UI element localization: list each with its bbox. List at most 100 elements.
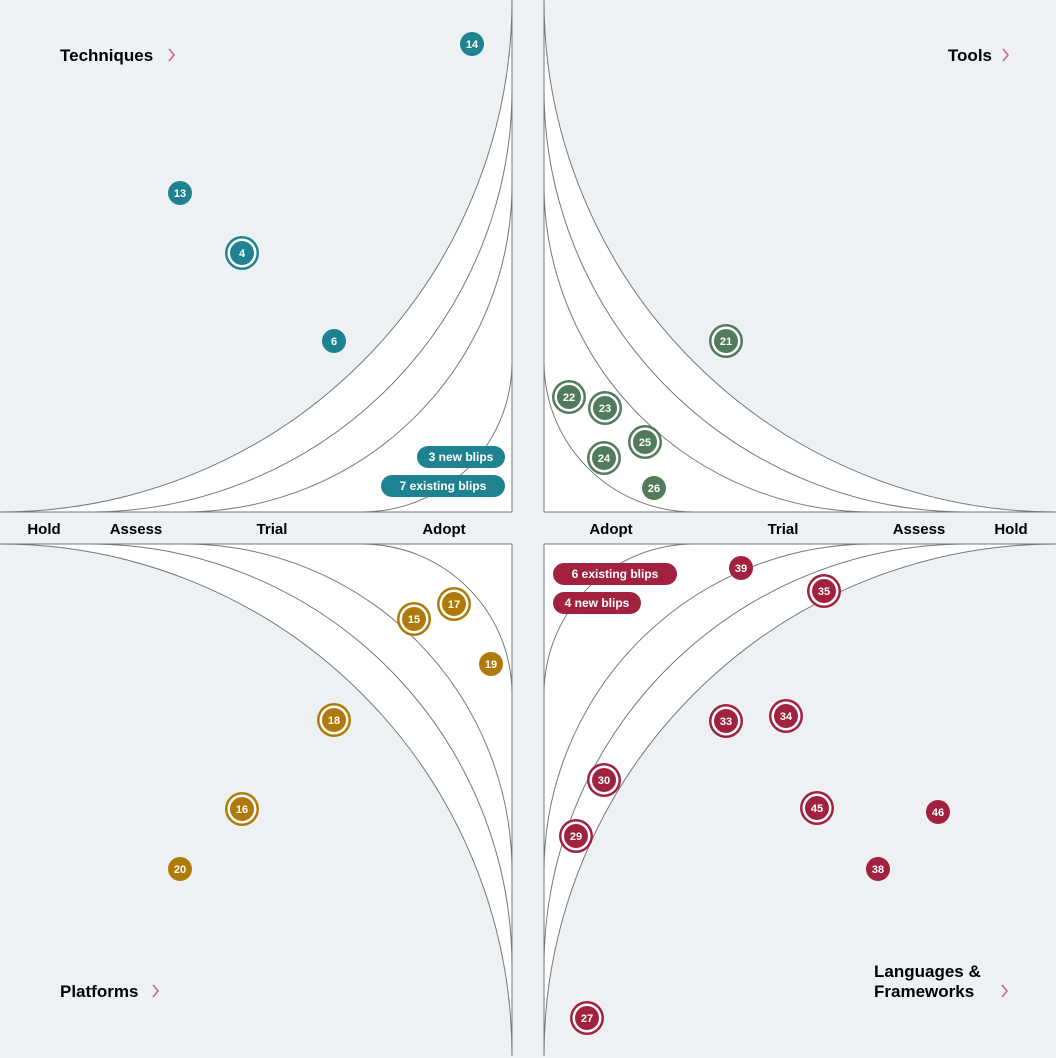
blip-21[interactable]: 21 — [709, 324, 743, 358]
ring-arc-adopt — [543, 543, 695, 695]
ring-arc-trial — [543, 183, 873, 513]
blip-number: 17 — [448, 599, 460, 611]
blip-number: 20 — [174, 864, 186, 876]
ring-label-assess: Assess — [893, 521, 946, 538]
pill-background — [553, 592, 641, 614]
quadrant-title-tools: Tools — [948, 46, 992, 65]
new-blips-filter-techniques[interactable]: 3 new blips — [417, 446, 505, 468]
quadrant-link-tools[interactable]: Tools — [948, 46, 1010, 65]
blip-34[interactable]: 34 — [769, 699, 803, 733]
blip-25[interactable]: 25 — [628, 425, 662, 459]
blip-17[interactable]: 17 — [437, 587, 471, 621]
blip-dot — [592, 446, 616, 470]
blip-dot — [564, 824, 588, 848]
blip-dot — [592, 768, 616, 792]
blip-29[interactable]: 29 — [559, 819, 593, 853]
blip-45[interactable]: 45 — [800, 791, 834, 825]
quadrant-link-techniques[interactable]: Techniques — [60, 46, 176, 65]
quadrant-title-platforms: Platforms — [60, 982, 138, 1001]
blip-dot — [633, 430, 657, 454]
blip-number: 39 — [735, 563, 747, 575]
blip-dot — [805, 796, 829, 820]
blip-23[interactable]: 23 — [588, 391, 622, 425]
existing-blips-filter-techniques[interactable]: 7 existing blips — [381, 475, 505, 497]
blip-dot — [593, 396, 617, 420]
quadrant-background — [0, 0, 512, 512]
ring-arc-adopt — [361, 361, 513, 513]
blip-dot — [714, 329, 738, 353]
blip-number: 38 — [872, 864, 884, 876]
blip-number: 34 — [780, 711, 793, 723]
blip-22[interactable]: 22 — [552, 380, 586, 414]
blip-15[interactable]: 15 — [397, 602, 431, 636]
ring-label-adopt: Adopt — [589, 521, 632, 538]
ring-arc-trial — [183, 543, 513, 873]
ring-label-assess: Assess — [110, 521, 163, 538]
quadrant-languages — [543, 543, 1056, 1057]
blip-number: 27 — [581, 1013, 593, 1025]
quadrant-platforms — [0, 543, 513, 1057]
chevron-right-icon — [168, 48, 176, 62]
blip-46[interactable]: 46 — [926, 800, 950, 824]
blip-number: 30 — [598, 775, 610, 787]
blip-number: 26 — [648, 483, 660, 495]
quadrant-background — [0, 544, 512, 1056]
blip-number: 21 — [720, 336, 732, 348]
quadrant-background — [544, 0, 1056, 512]
pill-background — [381, 475, 505, 497]
ring-label-trial: Trial — [257, 521, 288, 538]
quadrant-background — [544, 544, 1056, 1056]
blip-dot — [774, 704, 798, 728]
blip-dot — [642, 476, 666, 500]
blip-20[interactable]: 20 — [168, 857, 192, 881]
blip-16[interactable]: 16 — [225, 792, 259, 826]
blip-14[interactable]: 14 — [460, 32, 484, 56]
quadrant-link-languages[interactable]: Languages & Frameworks — [874, 962, 1009, 1001]
blip-19[interactable]: 19 — [479, 652, 503, 676]
pill-label: 6 existing blips — [572, 567, 659, 581]
blip-6[interactable]: 6 — [322, 329, 346, 353]
quadrant-title-languages-line2: Frameworks — [874, 982, 974, 1001]
blip-number: 13 — [174, 188, 186, 200]
chevron-right-icon — [1002, 48, 1010, 62]
blip-24[interactable]: 24 — [587, 441, 621, 475]
ring-arc-assess — [543, 543, 968, 968]
blip-27[interactable]: 27 — [570, 1001, 604, 1035]
ring-arc-hold — [543, 543, 1056, 1057]
ring-arc-assess — [88, 543, 513, 968]
blip-number: 4 — [239, 248, 246, 260]
blip-number: 22 — [563, 392, 575, 404]
blip-number: 14 — [466, 39, 479, 51]
blip-number: 45 — [811, 803, 823, 815]
blip-39[interactable]: 39 — [729, 556, 753, 580]
blip-number: 29 — [570, 831, 582, 843]
blip-number: 33 — [720, 716, 732, 728]
chevron-right-icon — [1001, 984, 1009, 998]
blip-30[interactable]: 30 — [587, 763, 621, 797]
ring-label-hold: Hold — [27, 521, 60, 538]
quadrant-link-platforms[interactable]: Platforms — [60, 982, 160, 1001]
blip-4[interactable]: 4 — [225, 236, 259, 270]
blip-26[interactable]: 26 — [642, 476, 666, 500]
ring-arc-hold — [0, 543, 513, 1057]
ring-arc-assess — [543, 88, 968, 513]
blip-number: 15 — [408, 614, 420, 626]
blip-dot — [557, 385, 581, 409]
blip-13[interactable]: 13 — [168, 181, 192, 205]
ring-label-trial: Trial — [768, 521, 799, 538]
blip-18[interactable]: 18 — [317, 703, 351, 737]
blip-dot — [729, 556, 753, 580]
pill-label: 4 new blips — [565, 596, 630, 610]
blip-number: 24 — [598, 453, 611, 465]
chevron-right-icon — [152, 984, 160, 998]
blip-33[interactable]: 33 — [709, 704, 743, 738]
blip-38[interactable]: 38 — [866, 857, 890, 881]
blip-number: 25 — [639, 437, 651, 449]
new-blips-filter-languages[interactable]: 4 new blips — [553, 592, 641, 614]
blip-dot — [442, 592, 466, 616]
existing-blips-filter-languages[interactable]: 6 existing blips — [553, 563, 677, 585]
blip-35[interactable]: 35 — [807, 574, 841, 608]
blip-dot — [575, 1006, 599, 1030]
ring-arc-adopt — [543, 361, 695, 513]
